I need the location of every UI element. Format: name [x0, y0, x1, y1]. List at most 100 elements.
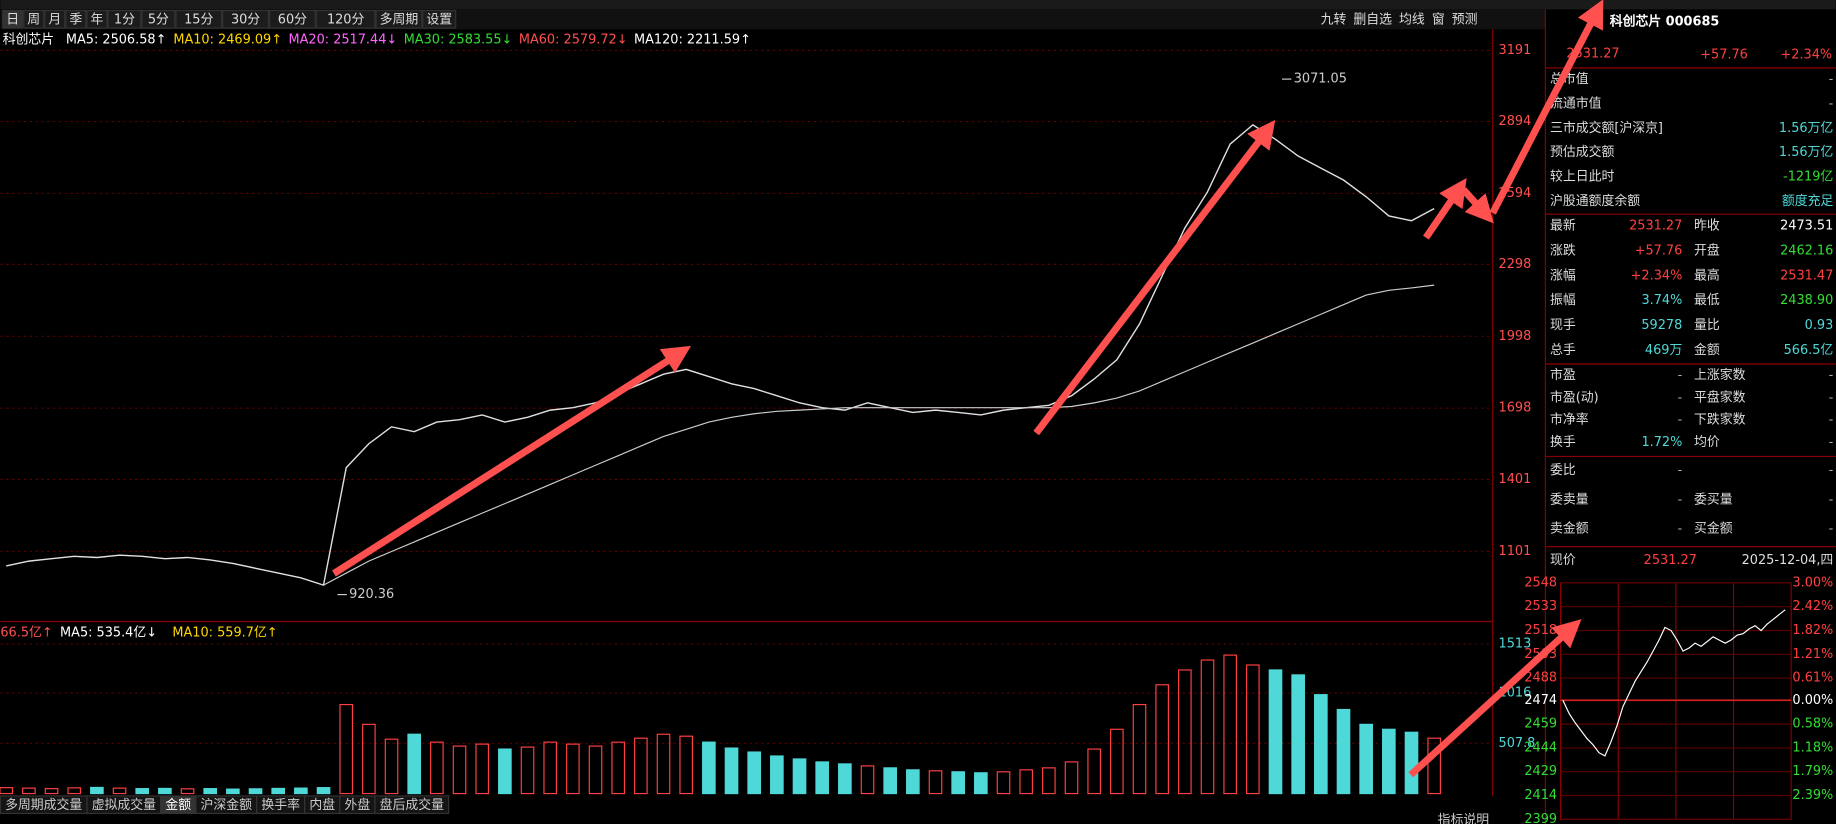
- volume-bar: [339, 703, 354, 795]
- volume-bar: [611, 741, 626, 795]
- period-label: 日: [6, 12, 19, 27]
- period-button[interactable]: [222, 9, 269, 29]
- volume-bar: [770, 755, 784, 795]
- volume-bar: [634, 737, 648, 795]
- volume-bar: [475, 743, 490, 795]
- tab[interactable]: [374, 795, 450, 815]
- grid-label: 最高: [1694, 267, 1720, 283]
- grid-label: 最新: [1550, 217, 1576, 233]
- intraday-pct: 1.79%: [1792, 764, 1833, 779]
- volume-bar: [1336, 708, 1351, 795]
- annotation-arrows: [332, 0, 1604, 778]
- volume-bar: [1200, 659, 1215, 795]
- volume-bar: [520, 746, 535, 795]
- intraday-pct: 0.00%: [1792, 693, 1833, 708]
- volume-bar: [928, 770, 943, 795]
- period-button[interactable]: [315, 9, 376, 29]
- grid-value: +2.34%: [1631, 268, 1683, 283]
- legend-entry: MA5: 2506.58↑: [66, 32, 166, 47]
- y-tick-label: 3191: [1499, 43, 1532, 58]
- volume-bar: [838, 763, 852, 795]
- volume-bar: [1359, 723, 1373, 795]
- y-tick-label: 2298: [1499, 257, 1532, 272]
- grid-value: -: [1829, 435, 1834, 450]
- arrow: [1423, 178, 1467, 240]
- grid-label: 卖金额: [1550, 521, 1589, 537]
- grid-value: 566.5亿: [1784, 343, 1834, 358]
- tool-button[interactable]: 预测: [1452, 12, 1478, 27]
- intraday-header: 现价: [1550, 553, 1576, 568]
- intraday-pct: 0.61%: [1792, 671, 1833, 686]
- intraday-tick: 2488: [1524, 671, 1557, 686]
- ma120-line: [323, 284, 1435, 586]
- row-label: 三市成交额[沪深京]: [1550, 120, 1663, 136]
- volume-bar: [44, 788, 59, 795]
- period-button[interactable]: [44, 9, 66, 29]
- grid-label: 委买量: [1694, 492, 1733, 507]
- row-value: 1.56万亿: [1779, 121, 1833, 136]
- volume-bar: [1064, 761, 1079, 795]
- period-button[interactable]: [2, 9, 24, 29]
- period-button[interactable]: [107, 9, 142, 29]
- volume-bar: [951, 771, 966, 795]
- intraday-tick: 2444: [1524, 740, 1557, 755]
- tool-button[interactable]: 删自选: [1353, 12, 1392, 27]
- intraday-pct: 3.00%: [1792, 575, 1833, 590]
- annotation-label: 920.36: [349, 587, 394, 602]
- volume-legend: MA10: 559.7亿↑: [172, 626, 277, 641]
- grid-label: 换手: [1550, 435, 1576, 450]
- row-value: 1.56万亿: [1779, 145, 1833, 160]
- period-label: 多周期: [380, 12, 419, 27]
- grid-value: -: [1678, 413, 1683, 428]
- grid-label: 买金额: [1694, 521, 1733, 537]
- legend-entry: MA60: 2579.72↓: [519, 32, 628, 47]
- volume-bar: [656, 733, 671, 795]
- arrow: [1460, 187, 1494, 224]
- grid-label: 金额: [1694, 342, 1720, 358]
- quote-pct: +2.34%: [1780, 48, 1832, 63]
- period-button[interactable]: [175, 9, 223, 29]
- period-button[interactable]: [23, 9, 45, 29]
- period-button[interactable]: [268, 9, 316, 29]
- volume-bar: [226, 788, 240, 795]
- grid-value: +57.76: [1635, 243, 1683, 258]
- tool-button[interactable]: 九转: [1321, 12, 1347, 27]
- volume-bar: [1132, 703, 1147, 795]
- period-button[interactable]: [65, 9, 87, 29]
- arrow: [1033, 119, 1276, 436]
- y-tick-label: 1401: [1499, 472, 1532, 487]
- volume-bar: [203, 788, 218, 795]
- period-button[interactable]: [375, 9, 423, 29]
- grid-value: 2473.51: [1780, 218, 1833, 233]
- volume-bar: [815, 761, 830, 795]
- volume-bar: [407, 733, 422, 795]
- volume-bar: [1246, 664, 1260, 795]
- tool-button[interactable]: 窗: [1432, 11, 1445, 27]
- grid-value: 2438.90: [1780, 293, 1833, 308]
- period-label: 年: [90, 12, 103, 27]
- volume-bar: [566, 743, 580, 795]
- volume-bar: [498, 748, 512, 795]
- tool-button[interactable]: 均线: [1399, 12, 1425, 27]
- period-button[interactable]: [141, 9, 176, 29]
- period-label: 1分: [114, 12, 135, 27]
- help-link[interactable]: 指标说明: [1438, 813, 1489, 824]
- volume-bar: [792, 758, 807, 795]
- legend-entry: MA10: 2469.09↑: [173, 32, 282, 47]
- period-label: 设置: [426, 12, 452, 27]
- volume-bar: [112, 787, 127, 795]
- period-button[interactable]: [422, 9, 457, 29]
- grid-label: 量比: [1694, 318, 1720, 333]
- intraday-tick: 2533: [1524, 599, 1557, 614]
- top-menu: [0, 0, 1836, 10]
- grid-label: 现手: [1550, 318, 1576, 333]
- grid-label: 下跌家数: [1694, 412, 1746, 428]
- grid-label: 涨跌: [1550, 242, 1576, 258]
- annotation-label: 3071.05: [1294, 72, 1347, 87]
- period-button[interactable]: [86, 9, 108, 29]
- grid-value: -: [1829, 522, 1834, 537]
- intraday-pct: 2.42%: [1792, 599, 1833, 614]
- tab-label: 换手率: [261, 797, 300, 813]
- tab-label: 盘后成交量: [380, 797, 444, 813]
